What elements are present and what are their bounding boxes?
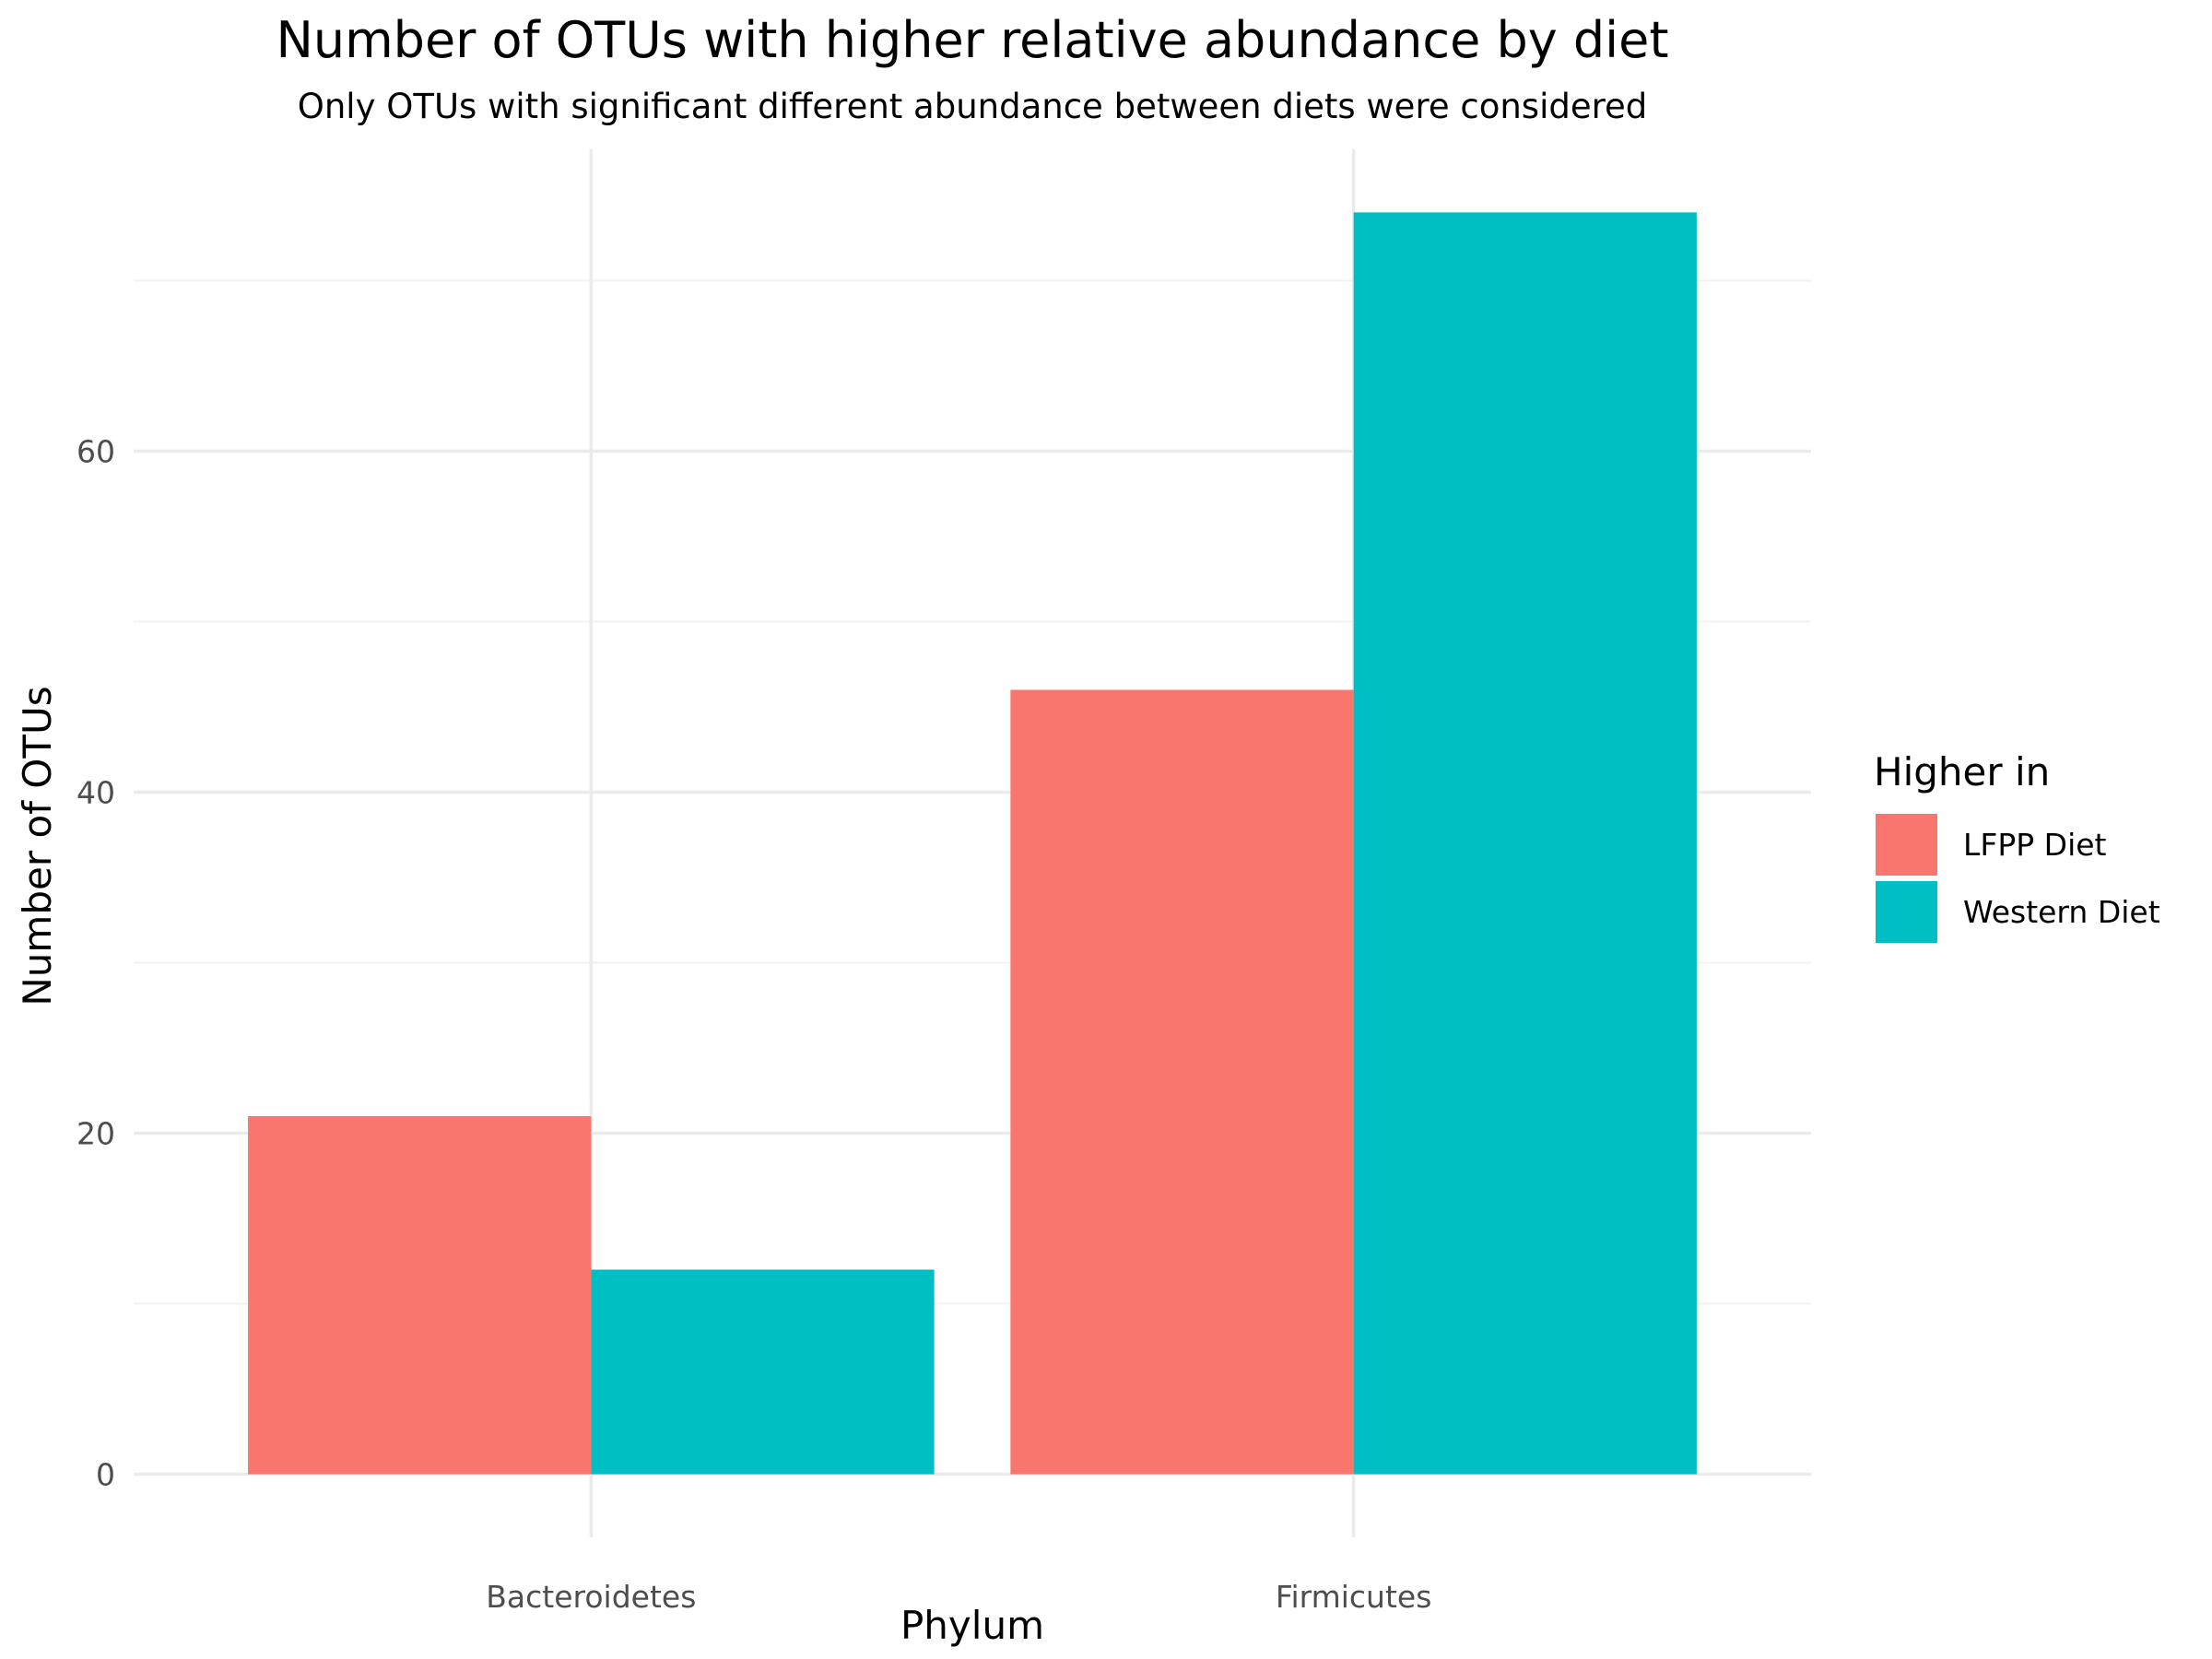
chart-subtitle: Only OTUs with significant different abu…	[298, 87, 1648, 126]
bar	[1010, 689, 1354, 1475]
x-axis-ticks: Bacteroidetes Firmicutes	[486, 1579, 1431, 1615]
bar	[591, 1269, 935, 1475]
legend-title: Higher in	[1874, 749, 2050, 794]
y-axis-title: Number of OTUs	[15, 686, 60, 1006]
bars	[248, 212, 1697, 1475]
bar	[248, 1116, 592, 1475]
legend: Higher in LFPP Diet Western Diet	[1874, 749, 2160, 943]
y-tick-label: 0	[96, 1457, 115, 1493]
legend-label: Western Diet	[1963, 894, 2160, 930]
y-axis-ticks: 0 20 40 60	[76, 433, 115, 1492]
legend-swatch	[1876, 814, 1937, 876]
legend-swatch	[1876, 881, 1937, 943]
x-tick-label: Bacteroidetes	[486, 1579, 696, 1615]
x-tick-label: Firmicutes	[1276, 1579, 1432, 1615]
y-tick-label: 60	[76, 433, 115, 469]
chart-title: Number of OTUs with higher relative abun…	[276, 11, 1668, 69]
bar	[1353, 212, 1697, 1475]
legend-label: LFPP Diet	[1963, 827, 2107, 863]
y-tick-label: 20	[76, 1116, 115, 1152]
y-tick-label: 40	[76, 774, 115, 810]
legend-items: LFPP Diet Western Diet	[1876, 814, 2160, 943]
x-axis-title: Phylum	[900, 1603, 1044, 1648]
